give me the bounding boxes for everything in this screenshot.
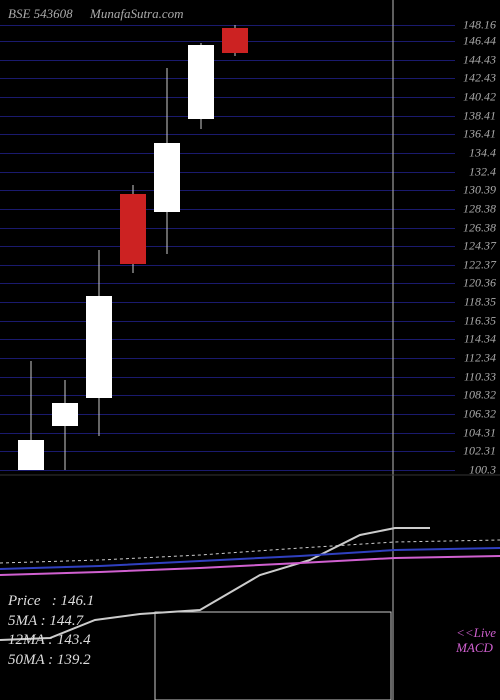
grid-line [0,395,455,396]
grid-line [0,172,455,173]
ma50-label: 50MA [8,652,44,668]
grid-label: 124.37 [463,239,496,254]
source-label: MunafaSutra.com [90,6,184,22]
grid-label: 104.31 [463,425,496,440]
chart-container: BSE 543608 MunafaSutra.com 148.16146.44 1… [0,0,500,700]
candle-body [154,143,180,213]
grid-label: 134.4 [469,145,496,160]
info-5ma-row: 5MA : 144.7 [8,612,94,632]
grid-line [0,209,455,210]
grid-label: 112.34 [464,351,496,366]
macd-live-text: <<Live [456,626,496,640]
exchange-label: BSE [8,6,30,21]
indicator-line [0,540,500,563]
grid-line [0,60,455,61]
grid-label: 116.35 [464,313,496,328]
grid-line [0,377,455,378]
grid-line [0,358,455,359]
grid-label: 148.16 [463,18,496,33]
grid-line [0,246,455,247]
grid-label: 100.3 [469,463,496,478]
grid-label: 114.34 [464,332,496,347]
macd-label: <<Live MACD [456,626,496,655]
grid-label: 142.43 [463,71,496,86]
grid-label: 126.38 [463,220,496,235]
grid-line [0,470,455,471]
candle-body [52,403,78,426]
grid-label: 130.39 [463,183,496,198]
grid-label: 108.32 [463,388,496,403]
grid-label: 146.44 [463,33,496,48]
price-info-box: Price : 146.1 5MA : 144.7 12MA : 143.4 5… [8,592,94,670]
grid-line [0,25,455,26]
grid-label: 102.31 [463,444,496,459]
grid-line [0,228,455,229]
grid-line [0,283,455,284]
candle-body [18,440,44,470]
grid-line [0,339,455,340]
grid-label: 138.41 [463,108,496,123]
candle-body [188,45,214,119]
grid-label: 106.32 [463,407,496,422]
grid-line [0,190,455,191]
grid-line [0,451,455,452]
candle-body [86,296,112,398]
exchange-ticker: BSE 543608 [8,6,73,22]
ticker-label: 543608 [34,6,73,21]
grid-label: 120.36 [463,276,496,291]
grid-line [0,433,455,434]
grid-label: 128.38 [463,201,496,216]
grid-line [0,265,455,266]
grid-label: 118.35 [464,295,496,310]
grid-label: 110.33 [464,369,496,384]
info-50ma-row: 50MA : 139.2 [8,651,94,671]
price-value: 146.1 [60,593,94,609]
info-price-row: Price : 146.1 [8,592,94,612]
grid-line [0,134,455,135]
indicator-line [0,556,500,575]
indicator-line [0,548,500,569]
grid-line [0,78,455,79]
price-label: Price [8,593,40,609]
grid-line [0,321,455,322]
grid-label: 140.42 [463,89,496,104]
grid-label: 132.4 [469,164,496,179]
grid-line [0,97,455,98]
ma12-value: 143.4 [57,632,91,648]
grid-label: 122.37 [463,257,496,272]
candle-body [222,28,248,52]
grid-line [0,116,455,117]
grid-label: 136.41 [463,127,496,142]
info-12ma-row: 12MA : 143.4 [8,631,94,651]
grid-label: 144.43 [463,52,496,67]
grid-line [0,302,455,303]
grid-line [0,153,455,154]
ma5-value: 144.7 [49,613,83,629]
macd-text: MACD [456,641,496,655]
ma5-label: 5MA [8,613,37,629]
ma12-label: 12MA [8,632,44,648]
candle-body [120,194,146,264]
ma50-value: 139.2 [57,652,91,668]
macd-box [155,612,391,700]
